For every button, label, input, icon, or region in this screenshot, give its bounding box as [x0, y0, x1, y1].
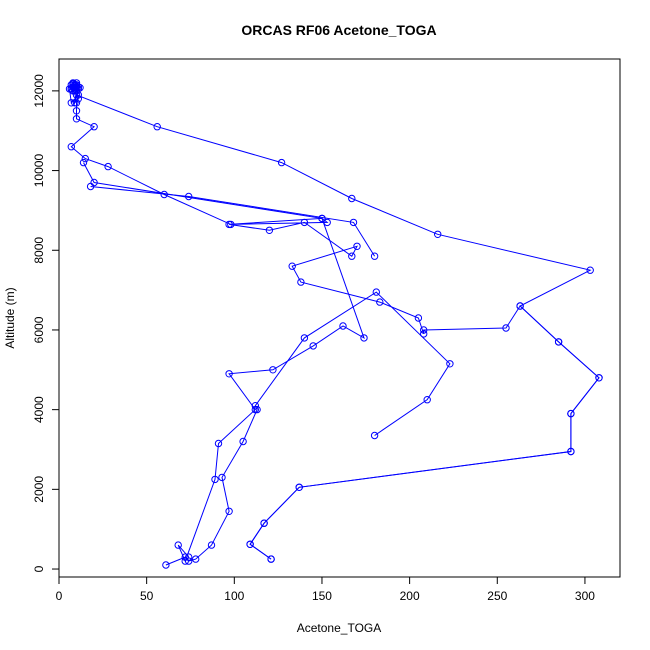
data-point — [90, 123, 98, 131]
data-point — [207, 541, 216, 549]
data-point — [79, 158, 88, 167]
data-point — [420, 330, 428, 338]
data-point — [420, 326, 428, 334]
data-point — [376, 298, 384, 306]
data-point — [277, 158, 286, 167]
data-point — [67, 143, 76, 151]
data-point — [251, 405, 260, 414]
series-line — [90, 186, 376, 257]
data-point — [349, 218, 358, 227]
x-tick-label: 50 — [140, 589, 154, 603]
x-axis-label: Acetone_TOGA — [297, 621, 382, 635]
data-point — [104, 162, 112, 171]
data-point — [174, 541, 182, 549]
series-line — [69, 82, 600, 560]
data-point — [211, 475, 219, 484]
data-point — [446, 360, 454, 368]
data-point — [339, 322, 347, 330]
data-point — [185, 192, 193, 201]
y-tick-label: 12000 — [32, 74, 46, 108]
x-tick-label: 300 — [575, 589, 595, 603]
data-point — [81, 154, 90, 163]
data-point — [434, 230, 442, 239]
data-point — [72, 83, 81, 91]
series-line — [83, 162, 365, 563]
data-point — [225, 370, 233, 378]
data-point — [423, 396, 431, 404]
data-point — [516, 302, 524, 310]
data-point — [246, 540, 254, 548]
data-point — [586, 266, 594, 274]
series-layer — [65, 79, 603, 569]
data-point — [300, 218, 309, 227]
data-point — [267, 555, 275, 563]
data-point — [309, 342, 317, 350]
x-tick-label: 100 — [224, 589, 244, 603]
y-tick-label: 2000 — [32, 476, 46, 503]
data-point — [372, 288, 380, 296]
y-tick-label: 10000 — [32, 154, 46, 188]
data-point — [260, 519, 268, 527]
x-tick-label: 150 — [312, 589, 332, 603]
data-point — [348, 252, 356, 260]
data-point — [353, 242, 361, 251]
y-tick-label: 6000 — [32, 316, 46, 343]
x-tick-label: 250 — [487, 589, 507, 603]
x-axis: 0 50 100 150 200 250 300 — [56, 576, 595, 603]
data-point — [567, 409, 575, 418]
y-axis: 0 2000 4000 6000 8000 10000 12000 — [32, 74, 60, 572]
data-point — [225, 507, 233, 515]
y-tick-label: 0 — [32, 565, 46, 572]
data-point — [227, 220, 235, 229]
data-point — [67, 99, 76, 107]
data-point — [214, 439, 223, 448]
data-point — [269, 366, 277, 374]
data-point — [69, 81, 77, 89]
data-point — [192, 555, 200, 563]
chart-title: ORCAS RF06 Acetone_TOGA — [241, 22, 436, 38]
data-point — [370, 431, 379, 440]
x-tick-label: 0 — [56, 589, 63, 603]
data-point — [595, 374, 603, 382]
data-point — [72, 107, 81, 115]
data-point — [414, 314, 423, 322]
series-line — [68, 84, 600, 560]
data-point — [72, 99, 81, 107]
data-point — [297, 278, 305, 286]
data-point — [86, 182, 95, 191]
data-point — [370, 252, 379, 260]
data-point — [218, 473, 226, 482]
data-point — [74, 91, 83, 99]
data-point — [360, 334, 368, 342]
data-point — [295, 483, 303, 491]
data-point — [265, 226, 274, 235]
data-point — [348, 194, 356, 203]
y-axis-label: Altitude (m) — [3, 287, 17, 348]
data-point — [323, 218, 331, 227]
data-point — [72, 115, 81, 123]
data-point — [554, 338, 563, 346]
x-tick-label: 200 — [400, 589, 420, 603]
data-point — [300, 334, 309, 342]
data-point — [567, 447, 575, 456]
data-point — [288, 262, 296, 270]
series-line — [165, 291, 451, 566]
data-point — [502, 324, 510, 332]
data-point — [181, 557, 189, 565]
plot-frame — [58, 58, 621, 578]
data-point — [162, 561, 170, 569]
data-point — [153, 123, 161, 131]
y-tick-label: 4000 — [32, 396, 46, 423]
data-point — [239, 437, 247, 446]
y-tick-label: 8000 — [32, 237, 46, 264]
